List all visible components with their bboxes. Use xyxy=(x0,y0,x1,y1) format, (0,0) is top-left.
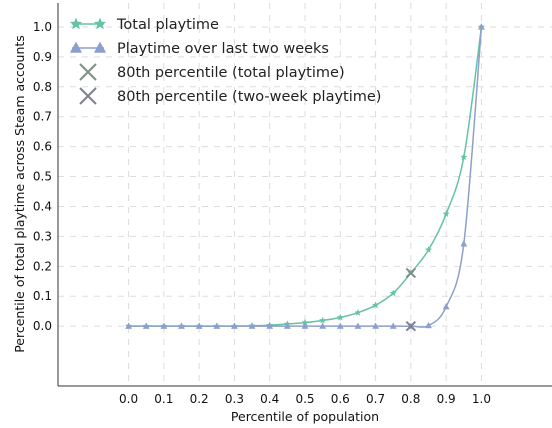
series-layer xyxy=(124,23,486,330)
y-tick-label: 0.0 xyxy=(33,319,52,333)
y-tick-label: 0.9 xyxy=(33,50,52,64)
series-1-point xyxy=(142,322,150,329)
series-0-point xyxy=(336,313,345,321)
x-axis-label: Percentile of population xyxy=(231,409,379,424)
x-tick-label: 0.6 xyxy=(331,392,350,406)
legend-label: Playtime over last two weeks xyxy=(117,41,329,57)
x-tick-label: 0.9 xyxy=(437,392,456,406)
tick-labels: 0.0 0.1 0.2 0.3 0.4 0.5 0.6 0.7 0.8 0.9 1.0 0.0 0.1 0… xyxy=(33,20,491,406)
legend-marker-end xyxy=(93,41,107,53)
y-tick-label: 0.7 xyxy=(33,110,52,124)
series-0-point xyxy=(354,308,362,316)
series-1-point xyxy=(125,322,133,329)
y-tick-label: 0.6 xyxy=(33,140,52,154)
x-tick-label: 0.3 xyxy=(225,392,244,406)
legend-marker-start xyxy=(69,17,83,30)
percentile-marker-1 xyxy=(405,320,417,332)
y-tick-label: 0.5 xyxy=(33,170,52,184)
series-0-point xyxy=(424,245,433,254)
legend-marker-start xyxy=(69,41,83,53)
series-1-point xyxy=(178,322,185,329)
series-1-point xyxy=(389,322,397,329)
series-1-point xyxy=(372,322,380,329)
x-tick-label: 0.0 xyxy=(119,392,138,406)
x-tick-label: 0.1 xyxy=(154,392,173,406)
legend-label: 80th percentile (total playtime) xyxy=(117,65,345,81)
series-1-point xyxy=(160,322,168,329)
series-1-point xyxy=(266,322,274,329)
y-tick-label: 1.0 xyxy=(33,20,52,34)
series-0-point xyxy=(389,289,397,297)
percentile-marker-0 xyxy=(405,267,417,279)
axes xyxy=(57,3,552,387)
y-tick-label: 0.8 xyxy=(33,80,52,94)
legend-label: Total playtime xyxy=(116,17,219,33)
series-line-1 xyxy=(128,26,483,328)
series-1-point xyxy=(442,302,450,310)
legend-item-3: 80th percentile (two-week playtime) xyxy=(79,87,381,105)
series-0-point xyxy=(442,210,450,218)
series-1-point xyxy=(319,322,327,329)
y-axis-label: Percentile of total playtime across Stea… xyxy=(12,35,27,353)
legend-item-2: 80th percentile (total playtime) xyxy=(79,63,345,81)
y-tick-label: 0.2 xyxy=(33,259,52,273)
legend-marker-end xyxy=(93,17,107,30)
legend: Total playtime Playtime over last two wee… xyxy=(69,17,381,105)
x-tick-label: 0.2 xyxy=(190,392,209,406)
y-tick-label: 0.3 xyxy=(33,229,52,243)
series-1-point xyxy=(425,321,432,329)
legend-x-marker xyxy=(79,63,97,81)
x-tick-label: 0.8 xyxy=(401,392,420,406)
legend-x-marker xyxy=(79,87,97,105)
series-1-point xyxy=(230,322,238,329)
legend-item-1: Playtime over last two weeks xyxy=(69,41,329,57)
series-1-point xyxy=(301,322,309,329)
series-1-point xyxy=(195,322,203,329)
x-tick-label: 0.7 xyxy=(366,392,385,406)
percentile-markers xyxy=(405,267,417,332)
series-1-point xyxy=(336,322,344,329)
series-1-point xyxy=(460,240,468,247)
legend-label: 80th percentile (two-week playtime) xyxy=(117,89,381,105)
series-0-point xyxy=(460,153,468,161)
series-0-point xyxy=(371,301,380,309)
series-0-point xyxy=(318,316,327,324)
series-1-point xyxy=(477,23,485,30)
series-1-point xyxy=(283,322,291,329)
legend-item-0: Total playtime xyxy=(69,17,219,33)
series-1-point xyxy=(248,322,256,329)
series-1-point xyxy=(213,322,221,329)
x-tick-label: 0.5 xyxy=(295,392,314,406)
x-tick-label: 1.0 xyxy=(472,392,491,406)
y-tick-label: 0.1 xyxy=(33,289,52,303)
x-tick-label: 0.4 xyxy=(260,392,279,406)
y-tick-label: 0.4 xyxy=(33,199,52,213)
series-1-point xyxy=(354,322,362,329)
